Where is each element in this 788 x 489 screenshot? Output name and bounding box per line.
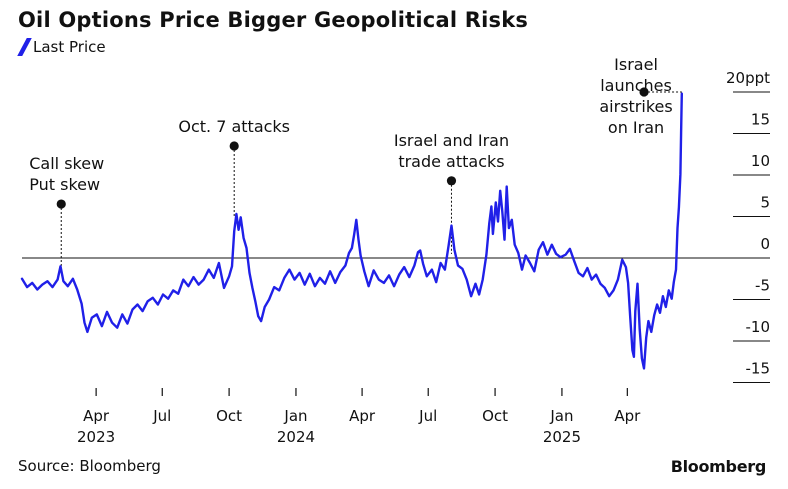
x-year-label: 2025 [543,428,581,446]
annotation-layer: Call skew Put skew Oct. 7 attacks Israel an… [29,55,682,267]
annotation-dot [56,199,66,209]
annotation-dot [639,87,649,97]
source-note: Source: Bloomberg [18,457,161,475]
x-tick-label: Oct [482,407,508,425]
annotation-dot [446,176,457,186]
annotation-label: airstrikes [599,97,672,116]
x-tick-label: Jul [152,407,171,425]
y-tick-label: -15 [746,360,771,378]
annotation-label: Israel and Iran [394,131,509,150]
y-tick-label: 15 [751,111,770,129]
x-tick-label: Apr [614,407,641,425]
y-tick-label: -10 [746,318,771,336]
x-year-label: 2023 [77,428,115,446]
bloomberg-logo: Bloomberg [670,457,767,476]
annotation-dot [229,141,239,151]
series-line-last-price [20,92,683,370]
x-year-label: 2024 [277,428,315,446]
y-tick-label: 20ppt [726,69,770,87]
axis-layer: 20ppt 15 10 5 0 -5 -10 -15 Apr 2023 Jul Oct Jan 2024 A… [77,69,770,446]
annotation-label: trade attacks [398,152,504,171]
y-tick-label: 0 [760,235,770,253]
x-tick-label: Jul [418,407,437,425]
series-layer [20,92,683,370]
x-tick-label: Jan [549,407,573,425]
y-tick-label: 5 [760,194,770,212]
annotation-label: Put skew [29,175,100,194]
x-tick-label: Apr [83,407,110,425]
annotation-label: Call skew [29,154,104,173]
x-tick-label: Oct [216,407,242,425]
annotation-label: Israel [614,55,658,74]
annotation-label: on Iran [608,118,664,137]
annotation-label: Oct. 7 attacks [178,117,290,136]
y-tick-label: 10 [751,152,770,170]
chart-title: Oil Options Price Bigger Geopolitical Ri… [18,8,529,32]
annotation-label: launches [600,76,672,95]
x-tick-label: Jan [283,407,307,425]
legend-label: Last Price [33,38,106,56]
x-tick-label: Apr [349,407,376,425]
legend: Last Price [17,38,106,56]
y-tick-label: -5 [755,277,770,295]
